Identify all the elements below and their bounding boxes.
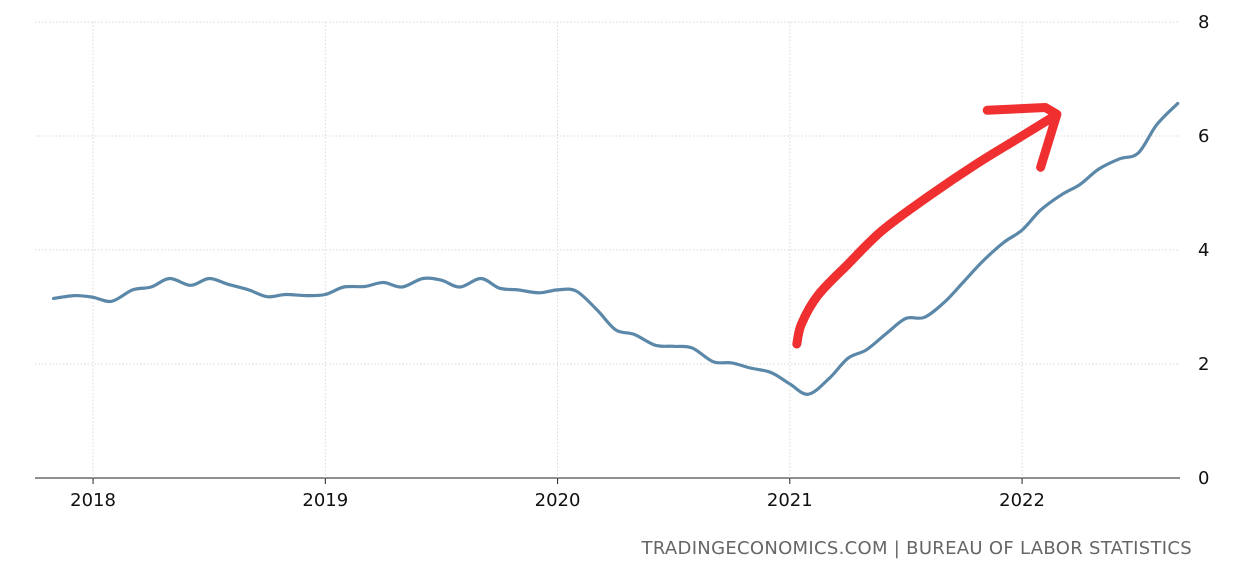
annotation-arrow-stroke (792, 114, 1055, 349)
gridlines (35, 21, 1180, 484)
y-tick-label: 2 (1198, 354, 1209, 375)
source-attribution: TRADINGECONOMICS.COM | BUREAU OF LABOR S… (641, 538, 1192, 559)
x-tick-label: 2019 (302, 490, 348, 511)
x-tick-label: 2018 (70, 490, 116, 511)
x-tick-label: 2022 (999, 490, 1045, 511)
y-tick-label: 0 (1198, 468, 1209, 489)
y-tick-label: 8 (1198, 12, 1209, 33)
hand-drawn-annotation (792, 103, 1062, 349)
series-lines (52, 101, 1180, 396)
y-axis-tick-labels: 0 2 4 6 8 (1198, 12, 1209, 489)
x-axis-tick-labels: 2018 2019 2020 2021 2022 (70, 490, 1045, 511)
x-tick-label: 2020 (535, 490, 581, 511)
y-tick-label: 4 (1198, 240, 1209, 261)
annotation-arrowhead (982, 103, 1062, 172)
series-line (52, 101, 1180, 396)
x-tick-label: 2021 (767, 490, 813, 511)
y-tick-label: 6 (1198, 126, 1209, 147)
